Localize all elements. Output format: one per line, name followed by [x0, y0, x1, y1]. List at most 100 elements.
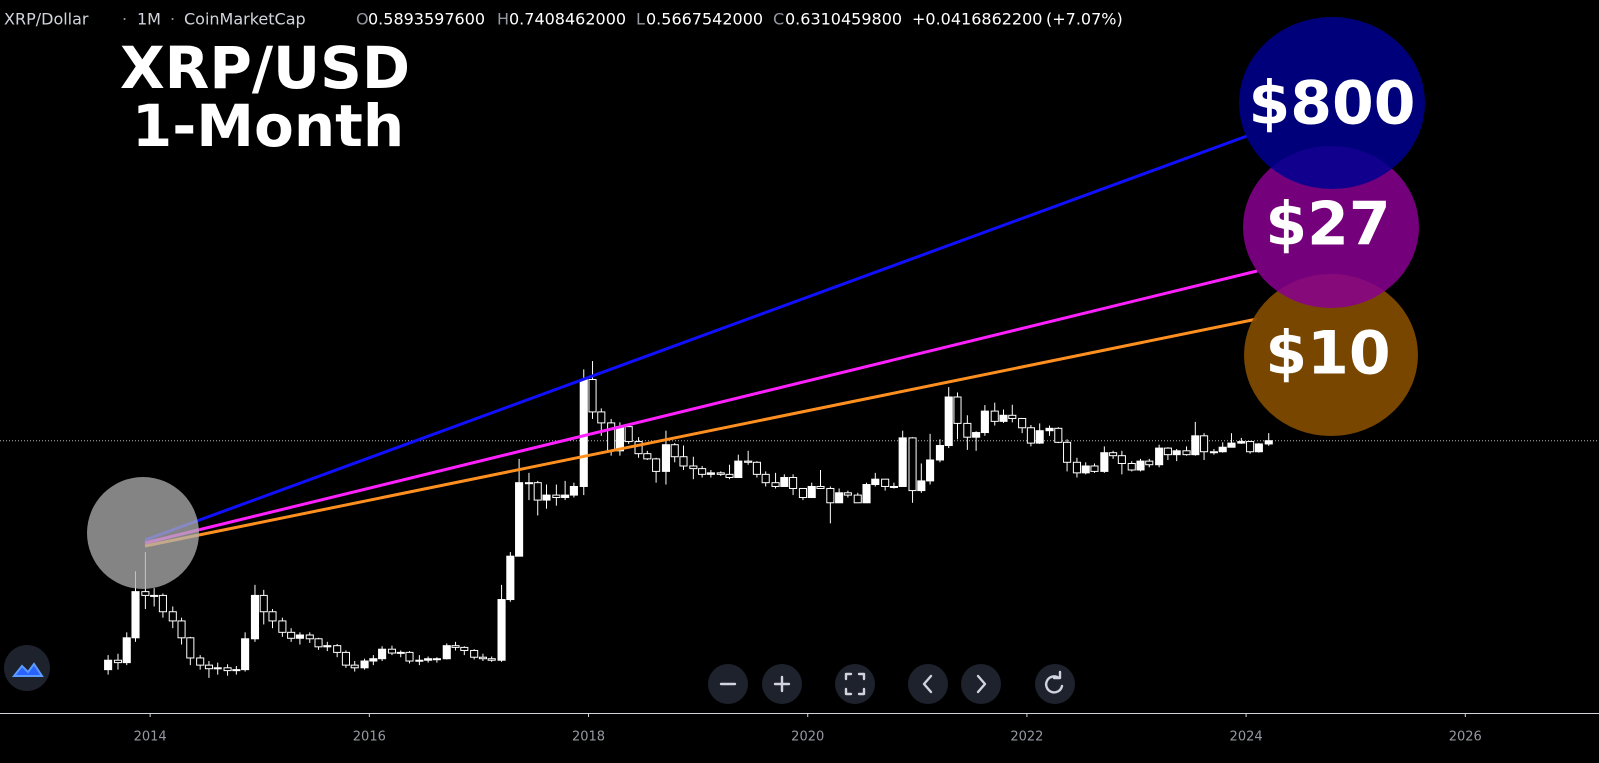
target-badge — [1239, 17, 1425, 189]
candle-body — [305, 634, 314, 640]
trend-line — [144, 269, 1258, 545]
x-tick-label: 2020 — [791, 730, 824, 745]
candle-body — [634, 441, 643, 455]
candle-body — [1155, 447, 1164, 466]
candle-body — [972, 432, 981, 438]
candle-body — [1182, 450, 1191, 456]
candle-body — [387, 648, 397, 654]
candle-body — [725, 473, 734, 479]
zoom-in-button[interactable] — [762, 664, 802, 704]
candle-body — [122, 637, 131, 664]
candle-body — [1145, 460, 1154, 466]
candle-body — [542, 494, 551, 501]
x-tick-label: 2026 — [1449, 730, 1482, 745]
candle-body — [807, 485, 816, 499]
reset-button[interactable] — [1035, 664, 1075, 704]
x-tick-label: 2022 — [1010, 730, 1043, 745]
candle-body — [597, 411, 606, 424]
candle-body — [579, 379, 588, 487]
candle-body — [533, 482, 542, 501]
toolbar — [708, 664, 1075, 704]
zoom-out-button[interactable] — [708, 664, 748, 704]
ohlc-key: L — [636, 10, 645, 29]
candle-body — [826, 487, 835, 504]
chart-subtitle: 1-Month — [132, 92, 404, 160]
ohlc-value: 0.6310459800 — [785, 10, 902, 29]
x-tick-label: 2018 — [572, 730, 605, 745]
candle-body — [168, 611, 177, 622]
candle-body — [944, 396, 953, 447]
candle-body — [1026, 427, 1035, 444]
candle-body — [415, 659, 424, 662]
candle-body — [935, 445, 944, 461]
candle-body — [1264, 440, 1273, 445]
highlight-circle — [87, 477, 199, 589]
candle-body — [917, 480, 926, 492]
trend-line — [144, 317, 1258, 548]
candle-body — [158, 594, 167, 613]
fullscreen-button[interactable] — [835, 664, 875, 704]
ohlc-value: 0.5893597600 — [368, 10, 485, 29]
candle-body — [204, 664, 213, 670]
ohlc-value: 0.5667542000 — [646, 10, 763, 29]
candle-body — [980, 410, 989, 434]
candle-body — [1246, 441, 1255, 453]
candle-body — [761, 473, 770, 484]
candle-body — [706, 472, 715, 475]
ohlc-value: 0.7408462000 — [509, 10, 626, 29]
candle-body — [113, 659, 123, 664]
candle-body — [369, 658, 378, 662]
symbol: XRP/Dollar — [4, 10, 89, 29]
candle-body — [908, 437, 917, 492]
candle-body — [953, 396, 962, 424]
candle-body — [1090, 465, 1099, 472]
candle-body — [569, 485, 578, 496]
source: CoinMarketCap — [184, 10, 306, 29]
chart-title: XRP/USD — [120, 34, 410, 102]
candle-body — [432, 658, 441, 661]
candle-body — [177, 620, 186, 639]
candle-body — [1172, 450, 1181, 456]
candle-body — [561, 494, 570, 499]
candle-body — [424, 658, 433, 661]
candle-body — [689, 465, 698, 470]
candle-body — [1237, 441, 1246, 444]
candle-body — [442, 645, 451, 660]
candle-body — [1081, 465, 1090, 474]
ohlc-key: O — [356, 10, 369, 29]
candle-body — [898, 437, 907, 487]
scroll-right-button[interactable] — [961, 664, 1001, 704]
candle-body — [350, 664, 359, 669]
x-tick-label: 2024 — [1230, 730, 1263, 745]
scroll-left-button[interactable] — [908, 664, 948, 704]
candle-body — [241, 638, 250, 671]
candle-body — [1254, 443, 1263, 453]
candle-body — [1008, 414, 1017, 419]
candle-body — [744, 460, 753, 463]
candle-body — [552, 494, 561, 499]
candle-body — [1127, 462, 1136, 471]
plot-area — [0, 361, 1599, 678]
logo[interactable] — [4, 645, 50, 691]
candle-body — [1072, 461, 1081, 474]
candle-body — [341, 651, 350, 666]
candle-body — [1218, 446, 1227, 453]
candle-body — [196, 657, 205, 666]
candle-body — [871, 478, 880, 486]
target-label: $800 — [1249, 69, 1416, 139]
candle-body — [771, 482, 780, 487]
candle-body — [1054, 427, 1063, 443]
candle-body — [278, 620, 287, 633]
candle-body — [835, 492, 844, 504]
target-badge — [1243, 146, 1419, 308]
candle-body — [780, 477, 789, 487]
candle-body — [333, 645, 342, 653]
candle-body — [1136, 460, 1145, 471]
ohlc-key: C — [773, 10, 784, 29]
trend-line — [144, 134, 1248, 542]
candle-body — [259, 594, 268, 613]
candle-body — [104, 659, 113, 671]
candle-body — [1163, 447, 1172, 456]
candle-body — [506, 555, 515, 601]
candle-body — [1035, 430, 1044, 444]
